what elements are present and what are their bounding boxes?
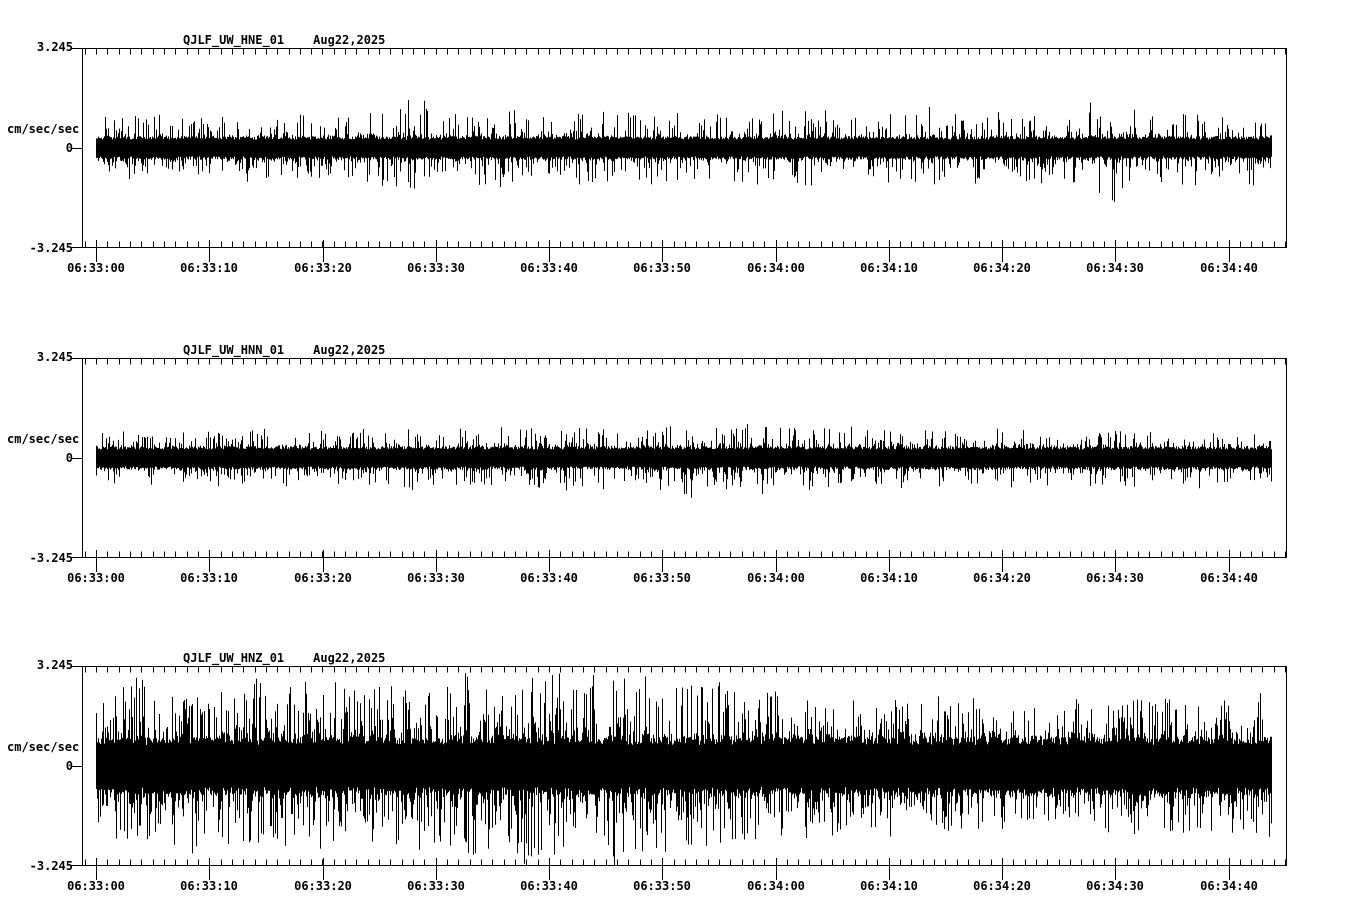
- x-axis-tick-label: 06:33:10: [180, 571, 238, 585]
- x-axis-tick-label: 06:33:40: [520, 879, 578, 893]
- y-axis-min-label: -3.245: [29, 241, 73, 255]
- y-axis-max-label: 3.245: [36, 658, 73, 672]
- x-axis-tick-label: 06:34:00: [747, 879, 805, 893]
- waveform-plot-hnz: [71, 666, 1287, 880]
- x-axis-tick-label: 06:33:40: [520, 261, 578, 275]
- date-label: Aug22,2025: [313, 343, 386, 357]
- y-axis-zero-label: 0: [65, 141, 73, 155]
- x-axis-tick-label: 06:34:40: [1200, 879, 1258, 893]
- x-axis-tick-label: 06:33:00: [67, 571, 125, 585]
- x-axis-tick-label: 06:33:50: [633, 571, 691, 585]
- x-axis-labels: 06:33:00 06:33:10 06:33:20 06:33:30 06:33:40…: [67, 879, 1287, 893]
- x-axis-tick-label: 06:34:10: [860, 261, 918, 275]
- panel-title: QJLF_UW_HNN_01 Aug22,2025: [183, 343, 385, 357]
- x-axis-tick-label: 06:34:30: [1086, 261, 1144, 275]
- x-axis-tick-label: 06:34:20: [973, 879, 1031, 893]
- y-axis-units-label: cm/sec/sec: [7, 432, 80, 446]
- panel-title: QJLF_UW_HNE_01 Aug22,2025: [183, 33, 385, 47]
- x-axis-tick-label: 06:33:00: [67, 879, 125, 893]
- y-axis-zero-label: 0: [65, 451, 73, 465]
- x-axis-tick-label: 06:34:00: [747, 261, 805, 275]
- y-axis-units-label: cm/sec/sec: [7, 740, 80, 754]
- x-axis-labels: 06:33:00 06:33:10 06:33:20 06:33:30 06:33:40…: [67, 571, 1287, 585]
- waveform-trace: [96, 673, 1272, 866]
- panel-title: QJLF_UW_HNZ_01 Aug22,2025: [183, 651, 385, 665]
- x-axis-tick-label: 06:34:20: [973, 571, 1031, 585]
- date-label: Aug22,2025: [313, 33, 386, 47]
- x-axis-tick-label: 06:34:20: [973, 261, 1031, 275]
- x-axis-tick-label: 06:33:30: [407, 879, 465, 893]
- x-axis-tick-label: 06:33:20: [294, 879, 352, 893]
- x-axis-tick-label: 06:33:50: [633, 261, 691, 275]
- x-axis-tick-label: 06:33:40: [520, 571, 578, 585]
- x-axis-tick-label: 06:34:10: [860, 571, 918, 585]
- x-axis-tick-label: 06:33:30: [407, 261, 465, 275]
- date-label: Aug22,2025: [313, 651, 386, 665]
- y-axis-units-label: cm/sec/sec: [7, 122, 80, 136]
- waveform-plot-hnn: [71, 358, 1287, 572]
- x-axis-tick-label: 06:33:50: [633, 879, 691, 893]
- x-axis-tick-label: 06:34:00: [747, 571, 805, 585]
- x-axis-tick-label: 06:34:30: [1086, 571, 1144, 585]
- waveform-trace: [96, 100, 1272, 202]
- y-axis-min-label: -3.245: [29, 551, 73, 565]
- station-channel-label: QJLF_UW_HNE_01: [183, 33, 285, 47]
- station-channel-label: QJLF_UW_HNZ_01: [183, 651, 285, 665]
- x-axis-tick-label: 06:33:20: [294, 571, 352, 585]
- x-axis-tick-label: 06:34:40: [1200, 571, 1258, 585]
- x-axis-tick-label: 06:34:40: [1200, 261, 1258, 275]
- x-axis-tick-label: 06:34:30: [1086, 879, 1144, 893]
- waveform-plot-hne: [71, 48, 1287, 262]
- y-axis-zero-label: 0: [65, 759, 73, 773]
- x-axis-tick-label: 06:33:10: [180, 261, 238, 275]
- x-axis-tick-label: 06:33:00: [67, 261, 125, 275]
- y-axis-max-label: 3.245: [36, 40, 73, 54]
- x-axis-tick-label: 06:33:30: [407, 571, 465, 585]
- y-axis-min-label: -3.245: [29, 859, 73, 873]
- station-channel-label: QJLF_UW_HNN_01: [183, 343, 285, 357]
- x-axis-tick-label: 06:33:10: [180, 879, 238, 893]
- x-axis-labels: 06:33:00 06:33:10 06:33:20 06:33:30 06:33:40…: [67, 261, 1287, 275]
- x-axis-tick-label: 06:33:20: [294, 261, 352, 275]
- x-axis-tick-label: 06:34:10: [860, 879, 918, 893]
- y-axis-max-label: 3.245: [36, 350, 73, 364]
- waveform-trace: [96, 424, 1272, 498]
